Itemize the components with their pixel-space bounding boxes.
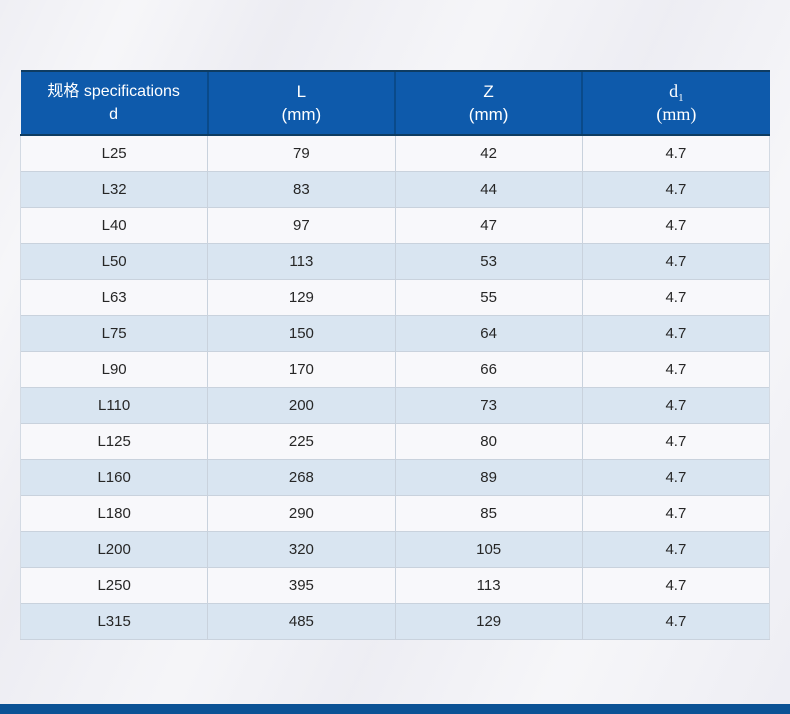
- table-cell: 44: [394, 170, 583, 207]
- table-cell: 85: [394, 494, 583, 531]
- table-cell: L75: [19, 314, 208, 351]
- table-cell: L160: [19, 458, 208, 495]
- table-cell: 170: [207, 350, 395, 387]
- table-cell: 4.7: [581, 386, 771, 423]
- table-cell: L50: [19, 242, 208, 279]
- table-cell: 200: [207, 386, 395, 423]
- table-cell: 4.7: [581, 134, 771, 171]
- col-header-specifications: 规格 specifications d: [20, 70, 208, 136]
- d1-subscript: 1: [678, 92, 684, 104]
- col-header-d1: d1 (mm): [581, 70, 770, 136]
- table-row: L125 225 80 4.7: [19, 422, 771, 459]
- table-cell: 4.7: [581, 494, 771, 531]
- table-row: L160 268 89 4.7: [19, 458, 771, 495]
- table-cell: 4.7: [581, 206, 771, 243]
- table-cell: 129: [207, 278, 395, 315]
- table-cell: L250: [19, 566, 208, 603]
- table-cell: 73: [394, 386, 583, 423]
- table-cell: L90: [19, 350, 208, 387]
- table-cell: 4.7: [581, 422, 771, 459]
- table-cell: 4.7: [581, 242, 771, 279]
- table-row: L75 150 64 4.7: [19, 314, 771, 351]
- table-cell: L40: [19, 206, 208, 243]
- table-row: L200 320 105 4.7: [19, 530, 771, 567]
- table-cell: 485: [207, 602, 395, 640]
- bottom-accent-bar: [0, 704, 790, 714]
- table-cell: 4.7: [581, 602, 771, 640]
- table-cell: L315: [19, 602, 208, 640]
- table-cell: 55: [394, 278, 583, 315]
- table-cell: L125: [19, 422, 208, 459]
- table-cell: L200: [19, 530, 208, 567]
- table-cell: L63: [19, 278, 208, 315]
- table-cell: L110: [19, 386, 208, 423]
- table-cell: 4.7: [581, 530, 771, 567]
- table-row: L180 290 85 4.7: [19, 494, 771, 531]
- col-header-l: L (mm): [206, 70, 395, 136]
- col-header-subtitle: d: [109, 106, 119, 123]
- table-cell: 42: [394, 134, 583, 171]
- col-header-subtitle: (mm): [656, 104, 697, 124]
- col-header-title: d1: [587, 80, 765, 104]
- d1-symbol: d: [669, 81, 679, 101]
- table-cell: 79: [207, 134, 395, 171]
- col-header-title: L: [296, 82, 307, 101]
- header-row: 规格 specifications d L (mm) Z (mm) d1 (mm…: [20, 70, 770, 136]
- table-cell: 4.7: [581, 170, 771, 207]
- table-cell: 113: [207, 242, 395, 279]
- table-cell: 4.7: [581, 458, 771, 495]
- table-row: L315 485 129 4.7: [19, 602, 771, 640]
- table-cell: L180: [19, 494, 208, 531]
- table-cell: 4.7: [581, 278, 771, 315]
- table-row: L90 170 66 4.7: [19, 350, 771, 387]
- table-row: L63 129 55 4.7: [19, 278, 771, 315]
- table-cell: 4.7: [581, 350, 771, 387]
- table-cell: 80: [394, 422, 583, 459]
- table-cell: L32: [19, 170, 208, 207]
- table-cell: 150: [207, 314, 395, 351]
- col-header-z: Z (mm): [393, 70, 583, 136]
- table-row: L50 113 53 4.7: [19, 242, 771, 279]
- table-cell: 395: [207, 566, 395, 603]
- table-cell: 105: [394, 530, 583, 567]
- table-cell: 290: [207, 494, 395, 531]
- table-cell: 97: [207, 206, 395, 243]
- table-cell: 66: [394, 350, 583, 387]
- table-cell: 320: [207, 530, 395, 567]
- table-row: L25 79 42 4.7: [19, 134, 771, 171]
- table-cell: 64: [394, 314, 583, 351]
- table-row: L32 83 44 4.7: [19, 170, 771, 207]
- table-cell: L25: [19, 134, 208, 171]
- col-header-title: 规格 specifications: [47, 83, 180, 100]
- table-cell: 4.7: [581, 566, 771, 603]
- col-header-title: Z: [483, 82, 494, 101]
- table-body: L25 79 42 4.7 L32 83 44 4.7 L40 97 47 4.7 L50 113 53 4.…: [19, 134, 771, 640]
- table-row: L250 395 113 4.7: [19, 566, 771, 603]
- table-cell: 225: [207, 422, 395, 459]
- table-row: L40 97 47 4.7: [19, 206, 771, 243]
- col-header-subtitle: (mm): [468, 105, 509, 124]
- table-cell: 268: [207, 458, 395, 495]
- table-cell: 47: [394, 206, 583, 243]
- table-cell: 129: [394, 602, 583, 640]
- table-row: L110 200 73 4.7: [19, 386, 771, 423]
- table-cell: 53: [394, 242, 583, 279]
- table-header: 规格 specifications d L (mm) Z (mm) d1 (mm…: [20, 70, 770, 136]
- specifications-table: 规格 specifications d L (mm) Z (mm) d1 (mm…: [19, 70, 771, 640]
- table-cell: 4.7: [581, 314, 771, 351]
- col-header-subtitle: (mm): [281, 105, 322, 124]
- table-cell: 113: [394, 566, 583, 603]
- table-cell: 89: [394, 458, 583, 495]
- table-cell: 83: [207, 170, 395, 207]
